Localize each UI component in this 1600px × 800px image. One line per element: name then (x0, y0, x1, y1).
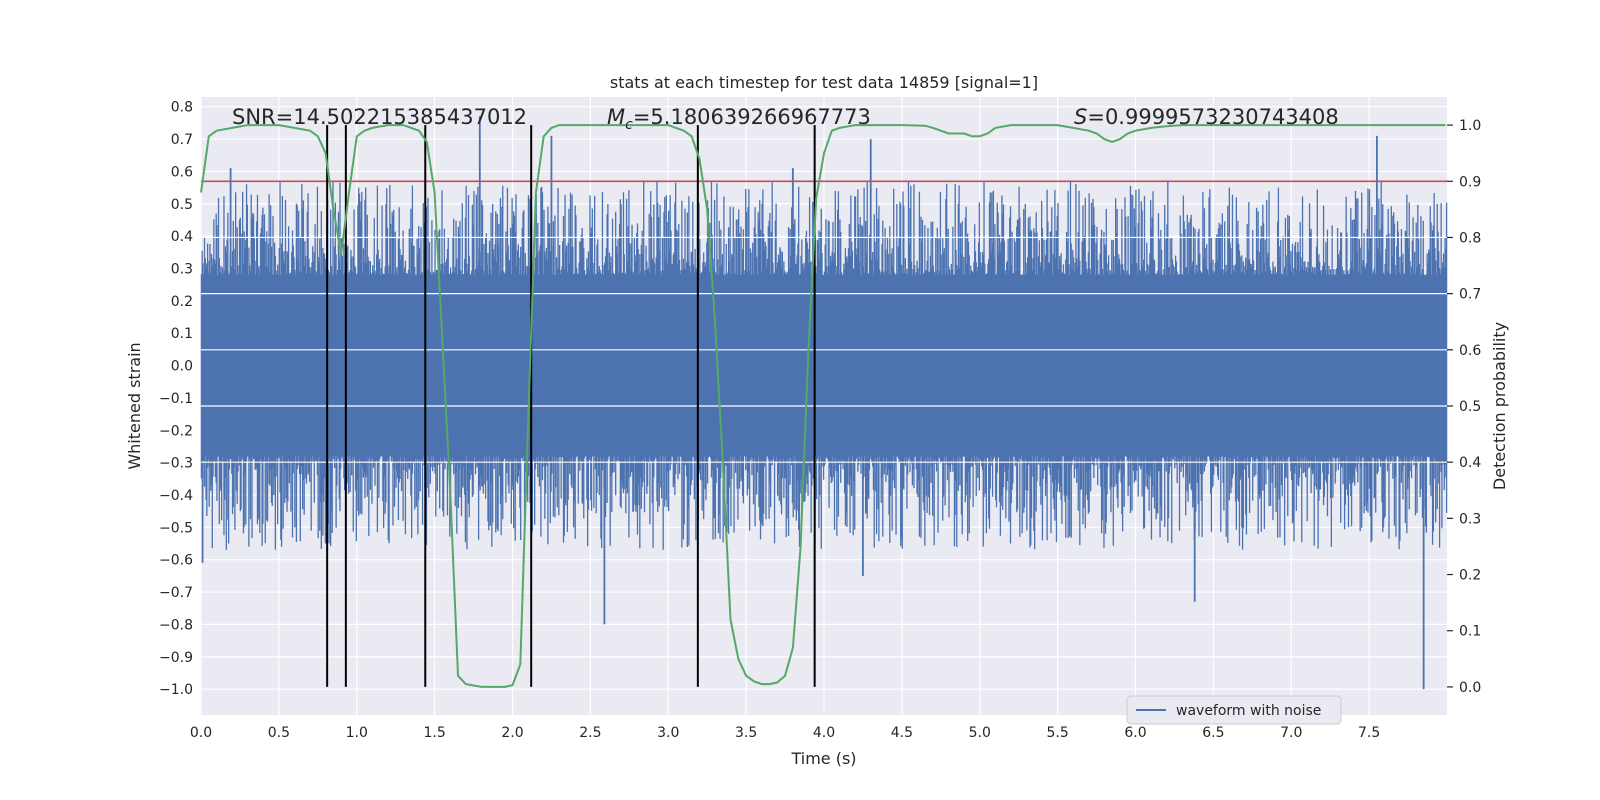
x-tick-label: 2.5 (579, 725, 601, 741)
y-left-tick-label: −0.4 (159, 488, 193, 504)
y-right-tick-label: 0.9 (1459, 174, 1481, 190)
legend-label: waveform with noise (1176, 703, 1321, 719)
y-axis-label-right: Detection probability (1490, 322, 1509, 490)
detection-probability-line (200, 124, 1446, 688)
x-tick-label: 6.0 (1124, 725, 1146, 741)
chart-title: stats at each timestep for test data 148… (610, 73, 1038, 92)
y-left-tick-label: 0.7 (171, 132, 193, 148)
x-tick-label: 0.0 (190, 725, 212, 741)
y-left-tick-label: 0.6 (171, 164, 193, 180)
x-tick-label: 5.5 (1046, 725, 1068, 741)
y-axis-label-left: Whitened strain (125, 342, 144, 469)
y-left-tick-label: −0.7 (159, 585, 193, 601)
y-left-tick-label: −0.5 (159, 520, 193, 536)
y-left-tick-label: 0.8 (171, 100, 193, 116)
y-right-tick-label: 0.0 (1459, 680, 1481, 696)
y-left-tick-label: −0.6 (159, 553, 193, 569)
y-right-tick-label: 1.0 (1459, 118, 1481, 134)
x-tick-label: 4.5 (891, 725, 913, 741)
y-right-tick-label: 0.8 (1459, 230, 1481, 246)
waveform-core-band (201, 274, 1447, 457)
chirp-mass-symbol: M (607, 105, 625, 129)
x-tick-label: 7.0 (1280, 725, 1302, 741)
tick-labels: 0.0 0.5 1.0 1.5 2.0 2.5 3.0 3.5 4.0 4.5 5.0 5.5 6.0 6… (159, 100, 1481, 741)
stat-s-value: =0.9999573230743408 (1087, 105, 1338, 129)
chirp-mass-annotation: Mc=5.180639266967773 (607, 105, 871, 133)
y-left-tick-label: 0.1 (171, 326, 193, 342)
y-left-tick-label: 0.0 (171, 359, 193, 375)
x-tick-label: 5.0 (969, 725, 991, 741)
y-left-tick-label: −0.3 (159, 456, 193, 472)
x-tick-label: 6.5 (1202, 725, 1224, 741)
stat-s-symbol: S (1074, 105, 1087, 129)
x-tick-label: 3.0 (657, 725, 679, 741)
y-left-tick-label: −0.8 (159, 617, 193, 633)
x-tick-label: 1.0 (346, 725, 368, 741)
y-left-tick-label: 0.4 (171, 229, 193, 245)
y-left-tick-label: −1.0 (159, 682, 193, 698)
y-right-tick-label: 0.2 (1459, 568, 1481, 584)
y-right-tick-label: 0.3 (1459, 511, 1481, 527)
legend: waveform with noise (1126, 695, 1342, 725)
x-tick-label: 4.0 (813, 725, 835, 741)
x-tick-label: 7.5 (1358, 725, 1380, 741)
x-tick-label: 3.5 (735, 725, 757, 741)
stat-s-annotation: S=0.9999573230743408 (1074, 105, 1339, 129)
x-tick-label: 1.5 (423, 725, 445, 741)
y-left-tick-label: 0.3 (171, 261, 193, 277)
data-area (200, 116, 1448, 690)
y-right-tick-label: 0.5 (1459, 399, 1481, 415)
chirp-mass-subscript: c (625, 117, 633, 133)
chirp-mass-value: =5.180639266967773 (633, 105, 871, 129)
y-left-tick-label: −0.9 (159, 650, 193, 666)
legend-box (1126, 695, 1342, 725)
y-left-tick-label: 0.5 (171, 197, 193, 213)
y-right-tick-label: 0.6 (1459, 343, 1481, 359)
y-right-tick-label: 0.7 (1459, 287, 1481, 303)
y-right-tick-label: 0.4 (1459, 455, 1481, 471)
x-axis-label: Time (s) (790, 749, 856, 768)
x-tick-label: 0.5 (268, 725, 290, 741)
y-right-tick-label: 0.1 (1459, 624, 1481, 640)
y-left-tick-label: 0.2 (171, 294, 193, 310)
snr-annotation: SNR=14.502215385437012 (232, 105, 527, 129)
y-left-tick-label: −0.1 (159, 391, 193, 407)
y-left-tick-label: −0.2 (159, 423, 193, 439)
x-tick-label: 2.0 (501, 725, 523, 741)
